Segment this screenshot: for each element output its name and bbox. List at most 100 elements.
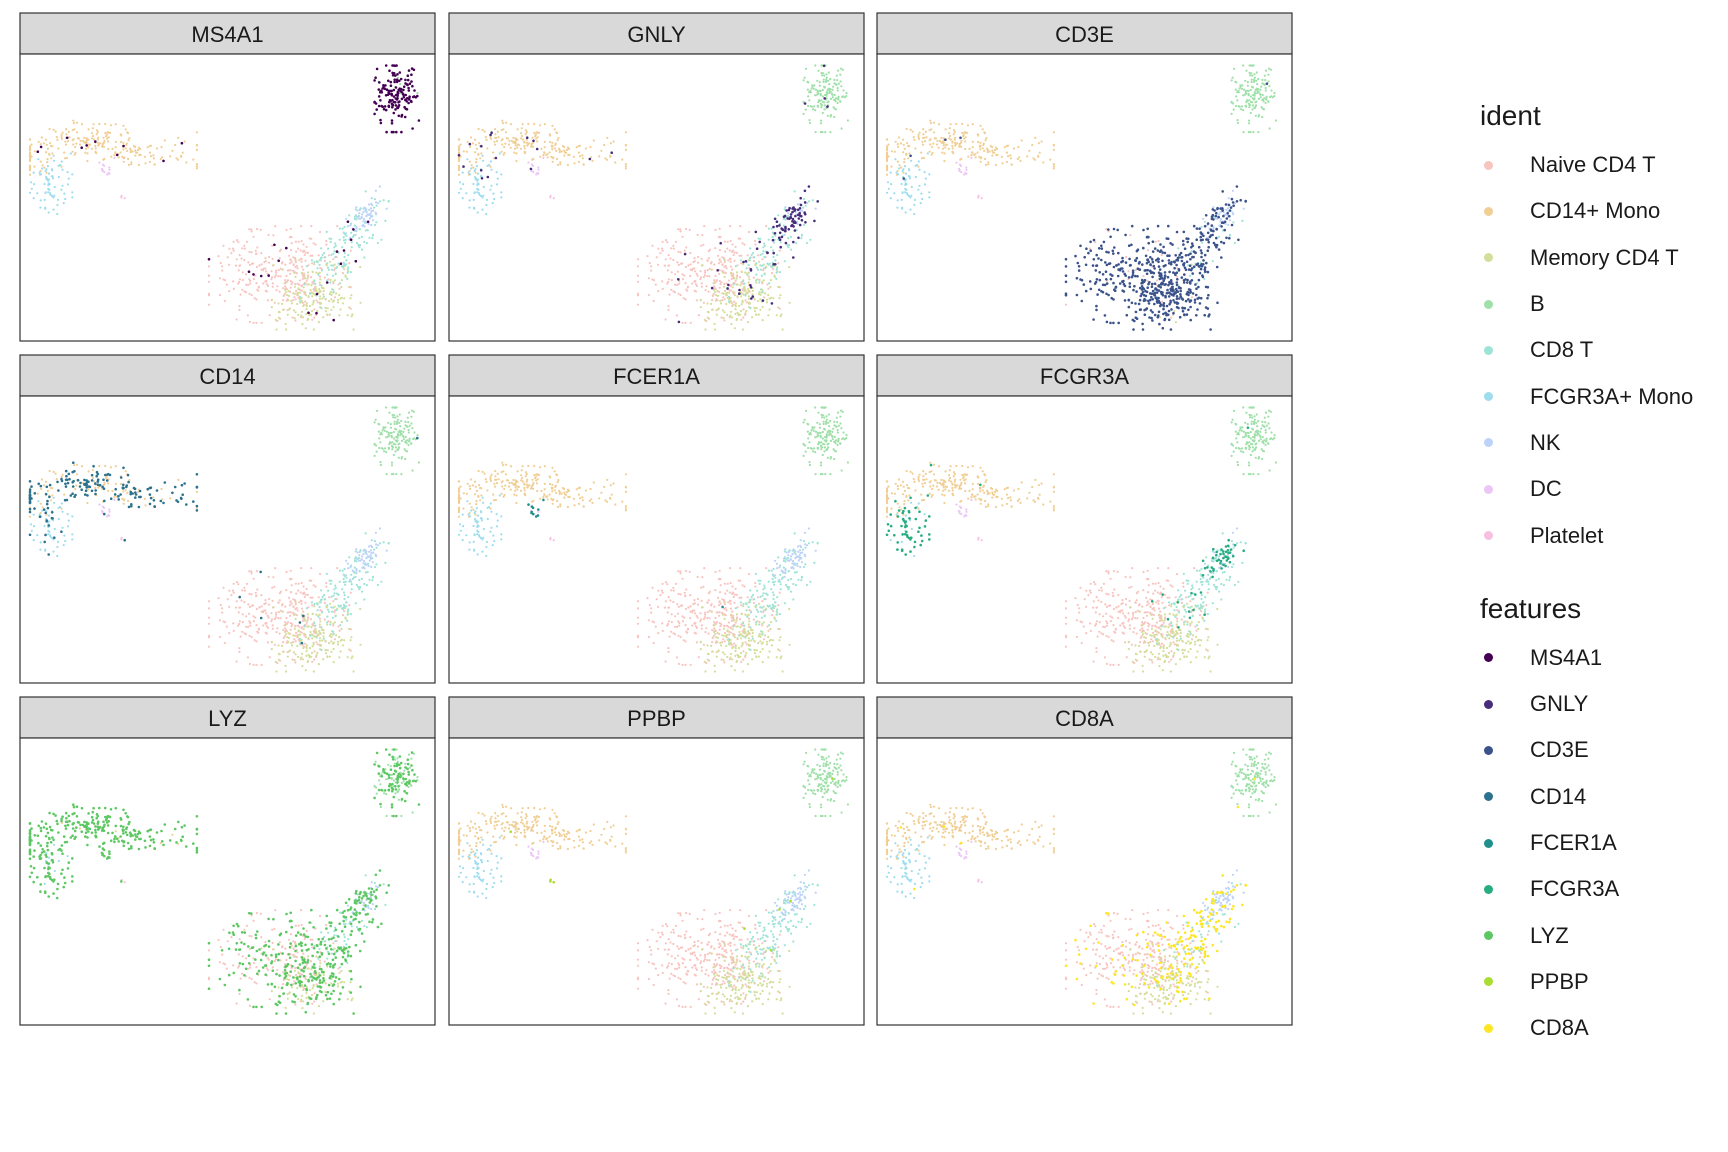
cell-point (101, 163, 104, 166)
cell-point (723, 275, 726, 278)
expressing-cell-point (791, 217, 795, 221)
cell-point (348, 627, 351, 631)
facet-strip-label: GNLY (627, 22, 686, 47)
cell-point (740, 282, 743, 285)
cell-point (886, 181, 890, 184)
expressing-cell-point (390, 93, 394, 97)
cell-point (822, 420, 825, 423)
cell-point (103, 171, 106, 174)
cell-point (825, 91, 828, 94)
cell-point (476, 191, 479, 194)
cell-point (104, 122, 107, 126)
cell-point (28, 158, 32, 161)
cell-point (238, 280, 241, 284)
cell-point (951, 144, 954, 148)
cell-point (296, 644, 299, 648)
expressing-cell-point (1133, 284, 1136, 288)
cell-point (711, 294, 714, 297)
cell-point (241, 589, 244, 592)
cell-point (672, 290, 675, 293)
cell-point (768, 262, 772, 265)
cell-point (770, 265, 773, 268)
expressing-cell-point (134, 496, 137, 499)
expressing-cell-point (162, 501, 165, 505)
cell-point (747, 275, 751, 278)
cell-point (264, 267, 267, 270)
cell-point (316, 267, 319, 270)
cell-point (1231, 76, 1234, 79)
cell-point (239, 635, 242, 638)
cell-point (325, 572, 328, 576)
cell-point (360, 577, 363, 581)
cell-point (346, 613, 349, 616)
expressing-cell-point (383, 105, 387, 108)
cell-point (778, 286, 781, 289)
cell-point (667, 280, 670, 284)
cell-point (56, 540, 60, 544)
cell-point (343, 297, 346, 300)
cell-point (326, 655, 329, 658)
cell-point (589, 145, 592, 149)
expressing-cell-point (153, 505, 156, 509)
expressing-cell-point (1097, 288, 1101, 292)
cell-point (1247, 122, 1251, 125)
cell-point (770, 272, 774, 275)
cell-point (300, 258, 303, 261)
expressing-cell-point (373, 79, 376, 82)
cell-point (771, 231, 774, 234)
cell-point (323, 593, 326, 597)
cell-point (137, 163, 140, 167)
cell-point (120, 196, 123, 199)
cell-point (672, 258, 675, 262)
cell-point (1261, 98, 1265, 101)
cell-point (474, 151, 477, 154)
cell-point (238, 308, 241, 311)
cell-point (228, 247, 231, 250)
cell-point (931, 145, 934, 149)
cell-point (1005, 145, 1008, 148)
cell-point (473, 169, 476, 172)
cell-point (713, 322, 716, 325)
panel-points (457, 406, 850, 673)
expressing-cell-point (1141, 290, 1145, 294)
cell-point (270, 640, 273, 644)
cell-point (818, 81, 821, 84)
cell-point (39, 206, 42, 209)
cell-point (489, 135, 492, 139)
cell-point (766, 283, 769, 286)
cell-point (347, 266, 350, 269)
cell-point (62, 202, 65, 205)
cell-point (1253, 91, 1256, 94)
cell-point (845, 437, 848, 440)
cell-point (238, 264, 241, 267)
cell-point (744, 271, 747, 274)
cell-point (722, 317, 725, 320)
cell-point (836, 428, 839, 432)
expressing-cell-point (1143, 278, 1147, 282)
cell-point (833, 93, 836, 97)
cell-point (305, 654, 308, 658)
cell-point (846, 119, 850, 122)
cell-point (41, 509, 44, 512)
expressing-cell-point (247, 270, 251, 274)
expressing-cell-point (798, 211, 801, 215)
cell-point (802, 112, 805, 115)
cell-point (43, 166, 46, 169)
cell-point (277, 617, 280, 620)
cell-point (345, 263, 348, 266)
expressing-cell-point (30, 485, 33, 488)
cell-point (292, 299, 295, 302)
cell-point (291, 658, 294, 661)
cell-point (952, 129, 956, 132)
expressing-cell-point (105, 479, 109, 482)
expressing-cell-point (1167, 309, 1171, 313)
expressing-cell-point (382, 107, 386, 111)
cell-point (354, 602, 357, 605)
cell-point (734, 265, 737, 268)
cell-point (932, 142, 935, 145)
cell-point (311, 318, 314, 321)
expressing-cell-point (1148, 281, 1151, 284)
cell-point (699, 298, 702, 301)
cell-point (252, 663, 255, 667)
cell-point (782, 217, 786, 220)
